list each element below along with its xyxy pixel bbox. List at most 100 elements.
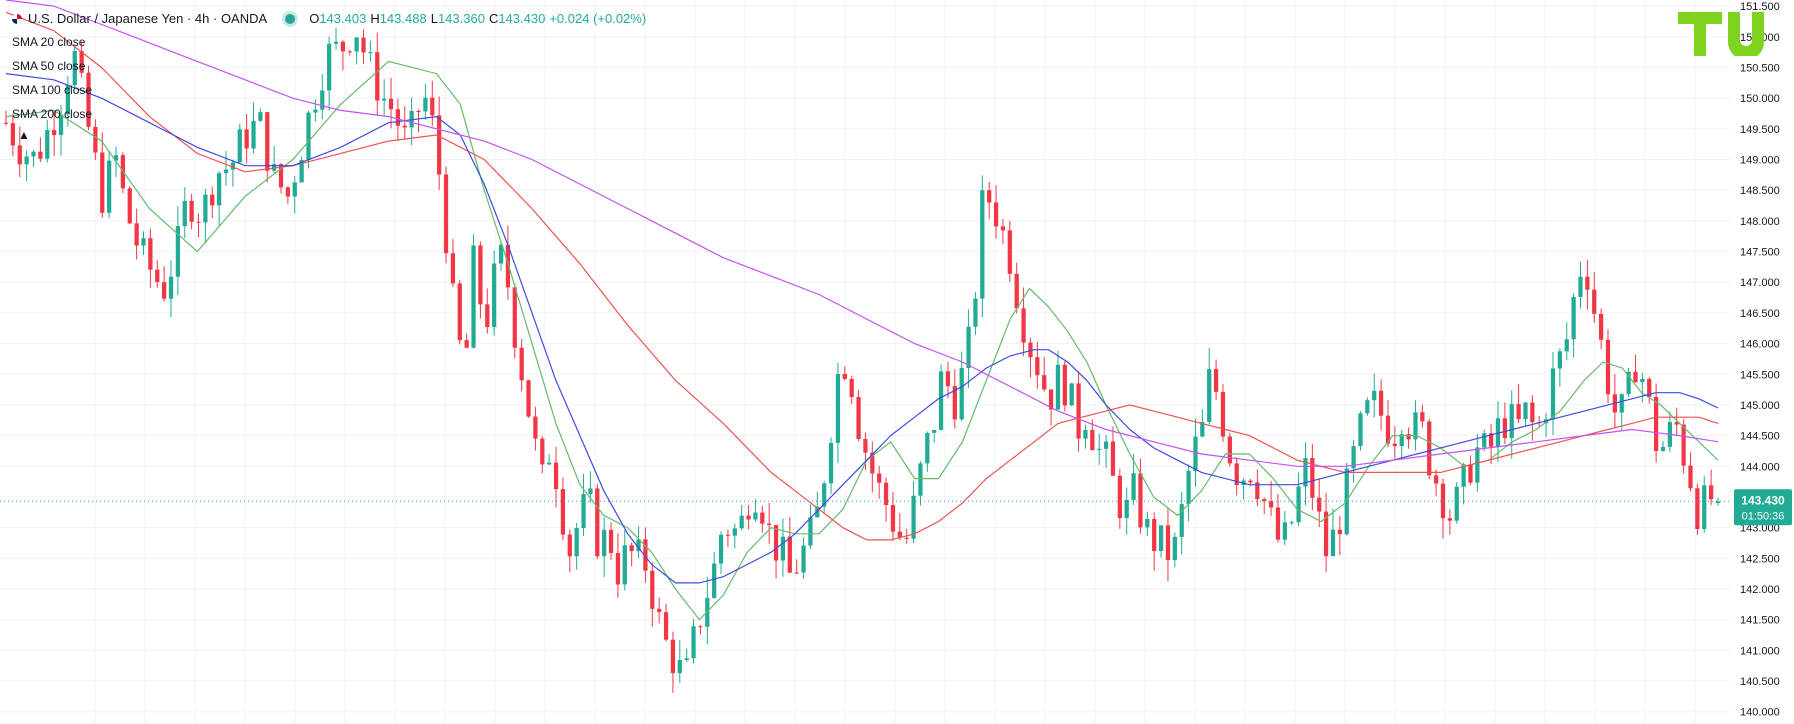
- candle: [1702, 475, 1707, 533]
- candle-body: [1578, 276, 1583, 297]
- price-tick-label: 146.500: [1740, 308, 1780, 320]
- candle-body: [712, 563, 717, 598]
- candle-body: [443, 174, 449, 254]
- candle: [1186, 464, 1191, 522]
- open-label: O: [309, 11, 320, 27]
- price-axis[interactable]: 140.000 140.500 141.000 141.500 142.000 142.5…: [1740, 1, 1780, 719]
- symbol-header[interactable]: U.S. Dollar / Japanese Yen · 4h · OANDA O…: [12, 10, 650, 28]
- price-tick-label: 141.500: [1740, 615, 1780, 627]
- candle-body: [1282, 522, 1287, 540]
- candle: [1007, 220, 1012, 283]
- indicator-sma-100[interactable]: SMA 100 close: [12, 83, 93, 97]
- candle-body: [189, 200, 194, 222]
- candle-body: [168, 276, 174, 299]
- candle-body: [223, 169, 229, 174]
- bar-countdown: 01:50:36: [1742, 510, 1785, 522]
- candle-body: [1289, 522, 1294, 524]
- candle: [1502, 402, 1507, 444]
- candle-body: [980, 190, 985, 299]
- candle-body: [1069, 383, 1074, 406]
- candle: [725, 529, 731, 547]
- candle: [375, 32, 380, 115]
- price-tick-label: 149.000: [1740, 155, 1780, 167]
- indicator-sma-50[interactable]: SMA 50 close: [12, 59, 86, 73]
- candle-body: [182, 200, 187, 227]
- candle-body: [498, 244, 504, 264]
- candle: [698, 625, 703, 635]
- candle: [1076, 371, 1081, 452]
- candle: [1413, 400, 1418, 451]
- candle-body: [560, 489, 566, 535]
- candle-body: [835, 373, 841, 443]
- price-tick-label: 140.500: [1740, 676, 1780, 688]
- candle: [175, 206, 181, 296]
- candle-body: [1715, 501, 1721, 503]
- candle-body: [395, 109, 401, 126]
- sma-line-50: [5, 11, 1719, 541]
- candle-body: [1090, 429, 1095, 451]
- candle: [643, 527, 648, 583]
- candle: [354, 36, 359, 65]
- candle-body: [430, 97, 435, 116]
- indicator-sma-200[interactable]: SMA 200 close: [12, 107, 93, 121]
- candle: [1152, 512, 1157, 571]
- candle-body: [1399, 434, 1404, 447]
- market-status-icon: [285, 13, 296, 24]
- candle: [567, 529, 572, 573]
- candle-body: [1103, 441, 1109, 449]
- candle-body: [17, 145, 22, 165]
- candle: [443, 166, 449, 264]
- candle: [890, 491, 896, 541]
- candle: [1028, 337, 1033, 378]
- candle: [1454, 482, 1459, 524]
- candle: [1605, 329, 1611, 404]
- indicator-sma-20[interactable]: SMA 20 close: [12, 35, 86, 49]
- candle-body: [1392, 443, 1397, 447]
- candle-body: [1709, 485, 1714, 500]
- candle: [1117, 468, 1122, 529]
- candle-body: [1083, 429, 1088, 439]
- candle-body: [471, 245, 476, 348]
- candle-body: [1440, 483, 1446, 519]
- candle-body: [1268, 501, 1274, 508]
- candle-body: [134, 223, 139, 246]
- candle-body: [1509, 404, 1514, 438]
- candle-body: [945, 371, 951, 387]
- candle: [127, 186, 132, 225]
- candle-body: [382, 98, 387, 101]
- candlestick-series: [3, 28, 1721, 693]
- candle-body: [162, 282, 167, 299]
- candle: [1337, 516, 1342, 556]
- candle-body: [1640, 378, 1645, 383]
- candle-body: [127, 188, 132, 224]
- candle-body: [1530, 402, 1535, 423]
- candle: [1688, 452, 1693, 492]
- candle-body: [1564, 339, 1569, 352]
- candle: [485, 288, 490, 334]
- candle-body: [1681, 424, 1686, 466]
- candle: [1000, 218, 1006, 244]
- candle-body: [86, 72, 91, 127]
- chevron-up-icon[interactable]: ▲: [18, 128, 30, 142]
- candle: [251, 102, 256, 154]
- candle-body: [113, 155, 119, 161]
- candle: [388, 77, 394, 129]
- candle-body: [1495, 418, 1501, 447]
- candle: [918, 461, 923, 506]
- candle: [17, 126, 22, 177]
- candle: [1069, 383, 1074, 406]
- candle: [987, 181, 992, 220]
- candle: [1592, 272, 1597, 323]
- price-tick-label: 150.500: [1740, 62, 1780, 74]
- candle-body: [265, 112, 270, 171]
- candle: [526, 379, 531, 418]
- candle-body: [512, 287, 517, 348]
- candle-body: [1557, 351, 1562, 369]
- price-tick-label: 141.000: [1740, 645, 1780, 657]
- candle-body: [870, 452, 875, 474]
- candle: [519, 339, 524, 392]
- candle: [1124, 487, 1129, 535]
- candle: [1695, 483, 1700, 535]
- candle-body: [1626, 371, 1631, 395]
